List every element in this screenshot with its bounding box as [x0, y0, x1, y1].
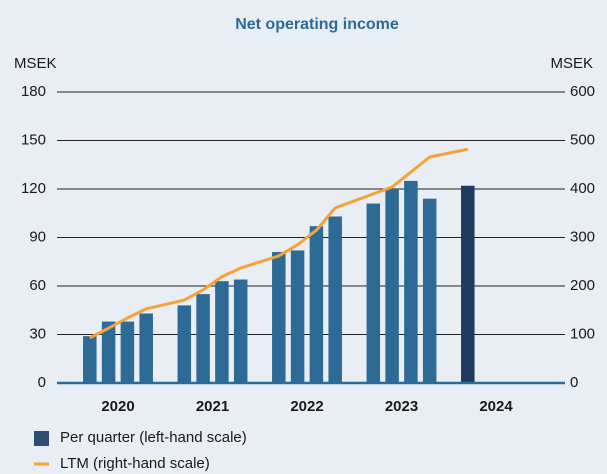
y2-tick-label: 400	[570, 180, 595, 197]
legend-label: LTM (right-hand scale)	[60, 455, 210, 472]
bar	[385, 189, 399, 383]
y2-tick-label: 500	[570, 131, 595, 148]
y-tick-label: 120	[21, 180, 46, 197]
legend-label: Per quarter (left-hand scale)	[60, 429, 247, 446]
x-group-label: 2020	[101, 398, 134, 415]
x-group-label: 2021	[196, 398, 229, 415]
y-tick-label: 30	[29, 325, 46, 342]
y-tick-label: 150	[21, 131, 46, 148]
bar	[139, 313, 153, 383]
x-group-label: 2023	[385, 398, 418, 415]
bar	[309, 226, 324, 383]
x-group-label: 2024	[479, 398, 513, 415]
bar	[422, 198, 437, 383]
y2-tick-label: 200	[570, 277, 595, 294]
x-group-label: 2022	[290, 398, 323, 415]
line	[89, 147, 469, 340]
bar	[120, 321, 135, 383]
bar	[177, 305, 192, 383]
bar	[366, 203, 381, 383]
y-tick-label: 90	[29, 228, 46, 245]
bar	[404, 180, 418, 383]
bar	[101, 321, 116, 383]
bar	[233, 279, 248, 383]
bar	[272, 252, 286, 383]
y2-tick-label: 100	[570, 325, 595, 342]
y-tick-label: 0	[38, 374, 46, 391]
bar	[215, 281, 229, 383]
legend-swatch	[34, 431, 49, 446]
bar	[83, 336, 97, 383]
y-tick-label: 180	[21, 83, 46, 100]
y2-tick-label: 600	[570, 83, 595, 100]
bar	[328, 216, 342, 383]
y-tick-label: 60	[29, 277, 46, 294]
y2-axis-label: MSEK	[550, 55, 593, 72]
y2-tick-label: 0	[570, 374, 578, 391]
y-axis-label: MSEK	[14, 55, 57, 72]
bar	[461, 185, 475, 383]
bar	[290, 250, 305, 383]
bar	[196, 294, 210, 383]
chart-title: Net operating income	[235, 16, 399, 33]
y2-tick-label: 300	[570, 228, 595, 245]
